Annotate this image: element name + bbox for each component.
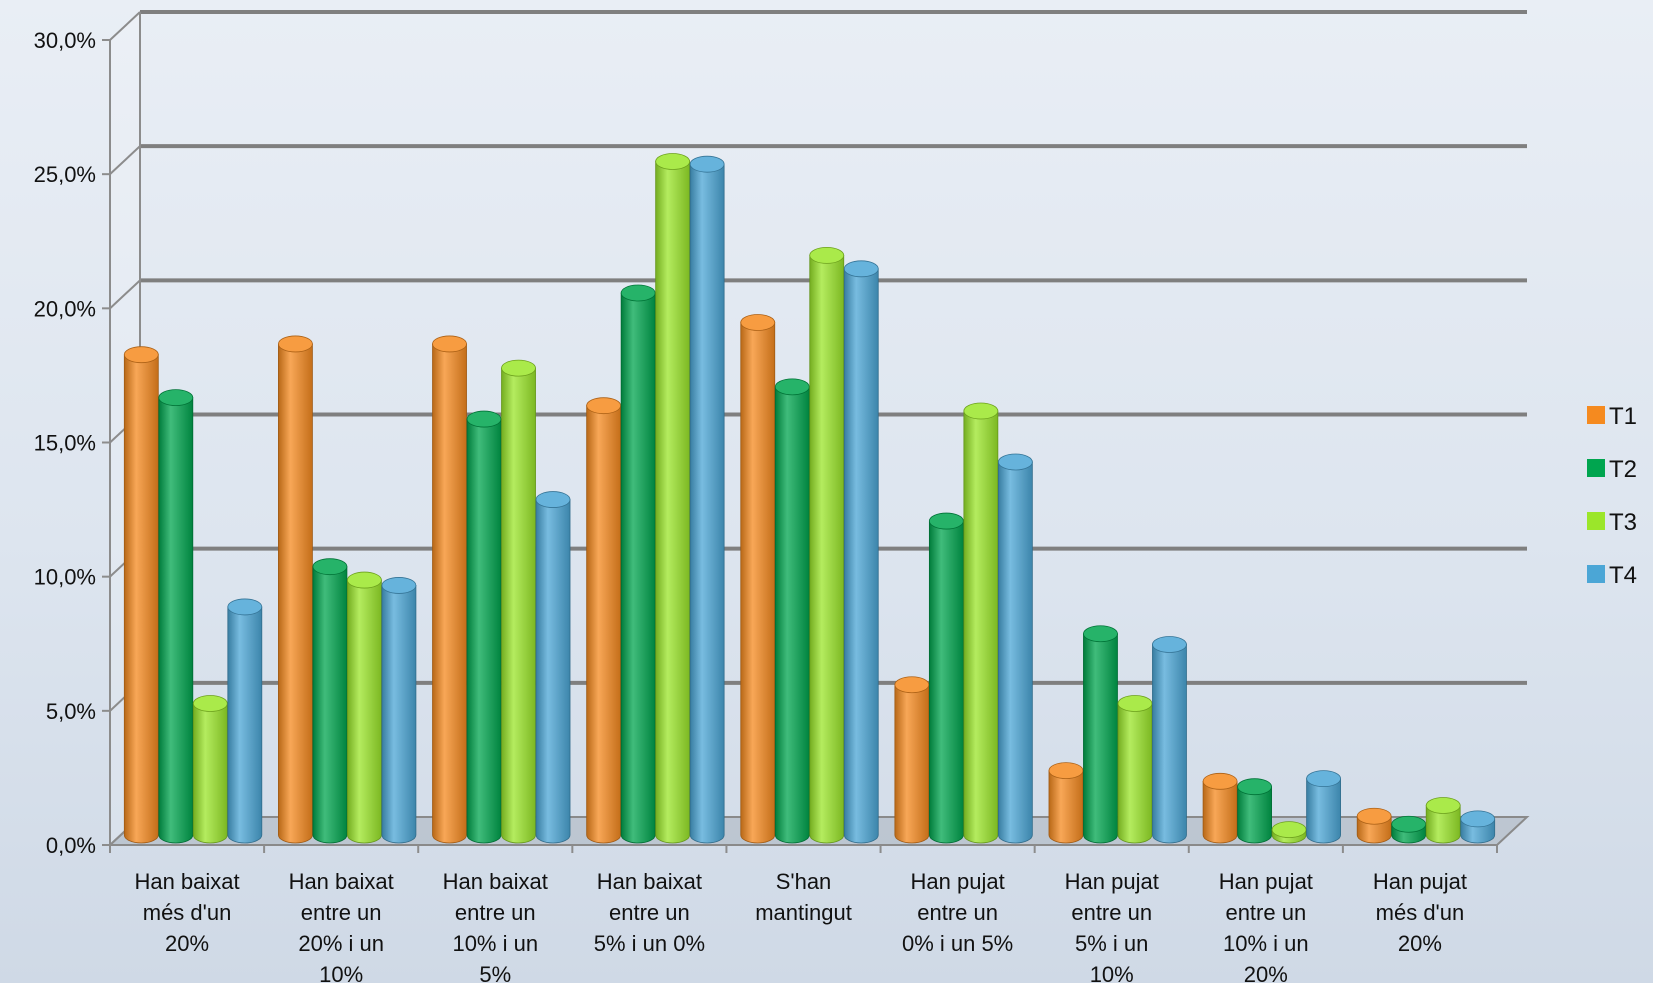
legend-label: T1 (1609, 403, 1637, 430)
bar-t2 (774, 378, 810, 844)
gridline-side (109, 145, 141, 175)
bar-t3 (963, 402, 999, 844)
bar-t4 (843, 260, 879, 844)
bar-t1 (432, 335, 467, 844)
x-category-label: Han baixat entre un 20% i un 10% (289, 869, 394, 983)
bar-t4 (1460, 810, 1496, 844)
x-category-label: Han baixat més d'un 20% (134, 869, 239, 956)
legend: T1 T2 T3 T4 (1587, 403, 1637, 589)
legend-swatch (1587, 565, 1605, 583)
gridline-side (109, 11, 141, 41)
legend-swatch (1587, 406, 1605, 424)
legend-item-t1: T1 (1587, 403, 1637, 430)
x-axis-labels: Han baixat més d'un 20% Han baixat entre un 2… (109, 845, 1498, 983)
bar-t1 (1202, 772, 1238, 844)
x-category-label: S'han mantingut (755, 869, 852, 925)
bar-t3 (809, 246, 845, 844)
bar-t2 (928, 512, 964, 844)
x-category-label: Han pujat entre un 5% i un 10% (1065, 869, 1159, 983)
gridline-side (109, 279, 141, 310)
bar-t4 (997, 453, 1033, 844)
bar-t2 (1083, 625, 1118, 844)
x-category-label: Han pujat entre un 0% i un 5% (902, 869, 1013, 956)
x-category-label: Han pujat entre un 10% i un 20% (1219, 869, 1313, 983)
bar-t1 (740, 314, 776, 844)
bar-t2 (466, 410, 502, 844)
y-tick-label: 10,0% (34, 565, 96, 590)
legend-item-t4: T4 (1587, 562, 1637, 589)
legend-item-t3: T3 (1587, 509, 1637, 536)
y-tick-label: 30,0% (34, 28, 96, 53)
bar-t4 (535, 491, 571, 844)
bar-t2 (620, 284, 656, 844)
legend-label: T2 (1609, 456, 1637, 483)
x-category-label: Han pujat més d'un 20% (1373, 869, 1467, 956)
bar-t4 (227, 598, 263, 844)
bars (123, 153, 1496, 844)
bar-t2 (1237, 778, 1272, 844)
bar-t1 (894, 676, 930, 844)
bar-t3 (1271, 821, 1307, 844)
bar-t2 (312, 558, 348, 844)
bar-t4 (1152, 636, 1187, 844)
x-category-label: Han baixat entre un 5% i un 0% (594, 869, 705, 956)
y-tick-label: 25,0% (34, 162, 96, 187)
y-tick-label: 15,0% (34, 431, 96, 456)
y-tick-label: 20,0% (34, 296, 96, 321)
x-category-label: Han baixat entre un 10% i un 5% (443, 869, 548, 983)
bar-t3 (347, 571, 382, 844)
legend-swatch (1587, 459, 1605, 477)
bar-t2 (158, 389, 194, 844)
legend-swatch (1587, 512, 1605, 530)
bar-t4 (381, 577, 417, 844)
bar-t1 (278, 335, 313, 844)
bar-t1 (1356, 807, 1392, 844)
y-tick-label: 5,0% (46, 699, 96, 724)
y-tick-label: 0,0% (46, 833, 96, 858)
legend-label: T3 (1609, 509, 1637, 536)
bar-t1 (123, 346, 159, 844)
legend-item-t2: T2 (1587, 456, 1637, 483)
bar-t2 (1391, 815, 1427, 844)
bar-t1 (1048, 762, 1084, 844)
bar-t3 (1425, 797, 1461, 844)
legend-label: T4 (1609, 562, 1637, 589)
bar-t3 (655, 153, 691, 844)
bar-t4 (1306, 770, 1341, 844)
bar-t3 (192, 695, 228, 844)
bar-t3 (501, 359, 536, 844)
bar-t1 (586, 397, 622, 844)
bar-t3 (1117, 695, 1153, 844)
bar-t4 (689, 155, 725, 844)
